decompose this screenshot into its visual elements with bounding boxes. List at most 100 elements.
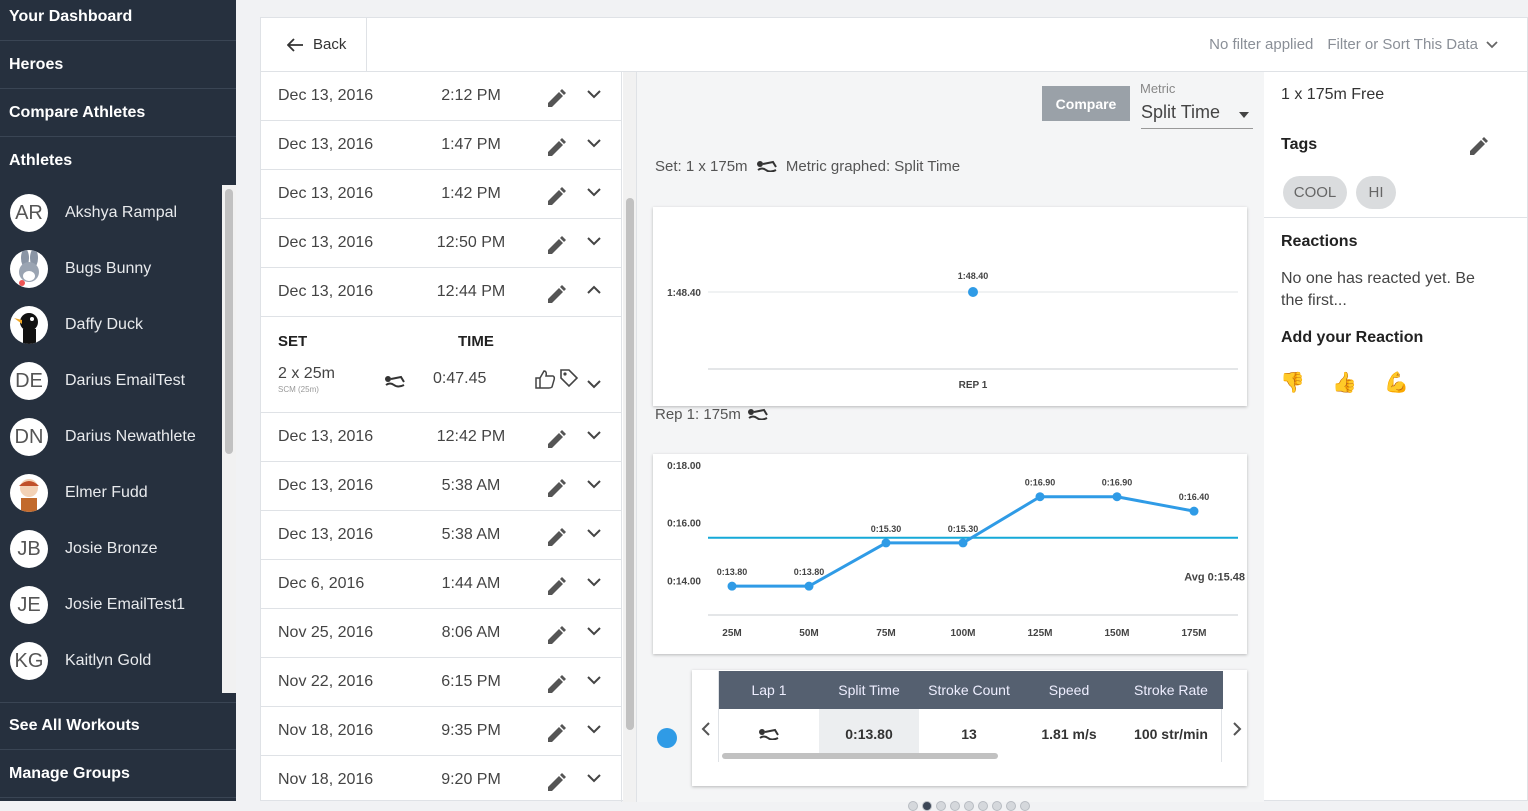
chevron-down-icon[interactable] xyxy=(587,626,601,636)
rep-caption: Rep 1: 175m xyxy=(655,406,769,423)
workout-row[interactable]: Dec 13, 2016 12:42 PM xyxy=(261,413,621,462)
pencil-icon[interactable] xyxy=(545,86,567,108)
metric-select[interactable]: Split Time xyxy=(1141,102,1253,129)
pager-dot[interactable] xyxy=(1020,801,1030,811)
set-row[interactable]: 2 x 25m SCM (25m) 0:47.45 xyxy=(261,357,621,413)
athlete-josie-bronze[interactable]: JB Josie Bronze xyxy=(0,521,222,577)
lap-table-header: Stroke Count xyxy=(919,671,1019,709)
athlete-name: Akshya Rampal xyxy=(65,204,178,221)
chevron-right-icon[interactable] xyxy=(1231,721,1243,737)
nav-heroes[interactable]: Heroes xyxy=(0,41,236,89)
chevron-left-icon[interactable] xyxy=(700,721,712,737)
workout-row[interactable]: Dec 13, 2016 1:42 PM xyxy=(261,170,621,219)
workout-row[interactable]: Nov 25, 2016 8:06 AM xyxy=(261,609,621,658)
arrow-left-icon xyxy=(287,37,303,52)
athlete-elmer-fudd[interactable]: Elmer Fudd xyxy=(0,465,222,521)
chevron-down-icon[interactable] xyxy=(587,528,601,538)
tag-chip[interactable]: HI xyxy=(1356,176,1396,209)
pencil-icon[interactable] xyxy=(545,770,567,792)
chevron-down-icon[interactable] xyxy=(587,379,601,389)
sidebar-scrollbar[interactable] xyxy=(222,185,236,693)
chevron-down-icon[interactable] xyxy=(587,187,601,197)
pencil-icon[interactable] xyxy=(545,672,567,694)
x-tick-label: 25M xyxy=(722,628,741,639)
data-point xyxy=(1112,492,1122,502)
caret-down-icon xyxy=(1239,112,1249,118)
freestyle-swimmer-icon xyxy=(719,709,819,759)
pencil-icon[interactable] xyxy=(545,721,567,743)
workout-time: 5:38 AM xyxy=(441,526,501,543)
workout-row[interactable]: Nov 22, 2016 6:15 PM xyxy=(261,658,621,707)
filter-sort-control[interactable]: No filter applied Filter or Sort This Da… xyxy=(1209,18,1528,71)
pager-dot[interactable] xyxy=(936,801,946,811)
pencil-icon[interactable] xyxy=(545,623,567,645)
sidebar-scroll-thumb[interactable] xyxy=(225,189,233,454)
workout-row[interactable]: Dec 13, 2016 5:38 AM xyxy=(261,511,621,560)
tag-chip[interactable]: COOL xyxy=(1283,176,1347,209)
chevron-up-icon[interactable] xyxy=(587,285,601,295)
chevron-down-icon[interactable] xyxy=(587,724,601,734)
compare-button[interactable]: Compare xyxy=(1042,86,1130,121)
nav-see-all-workouts[interactable]: See All Workouts xyxy=(0,702,236,750)
pager-dot[interactable] xyxy=(964,801,974,811)
chevron-down-icon[interactable] xyxy=(587,773,601,783)
lap-table-scrollbar[interactable] xyxy=(722,753,998,759)
workout-row[interactable]: Dec 6, 2016 1:44 AM xyxy=(261,560,621,609)
pencil-icon[interactable] xyxy=(545,233,567,255)
athlete-name: Elmer Fudd xyxy=(65,484,148,501)
athlete-darius-newathlete[interactable]: DN Darius Newathlete xyxy=(0,409,222,465)
lap-table-header: Split Time xyxy=(819,671,919,709)
pager-dot[interactable] xyxy=(950,801,960,811)
athlete-bugs-bunny[interactable]: Bugs Bunny xyxy=(0,241,222,297)
athlete-akshya-rampal[interactable]: AR Akshya Rampal xyxy=(0,185,222,241)
chevron-down-icon[interactable] xyxy=(587,675,601,685)
nav-athletes[interactable]: Athletes xyxy=(9,152,73,169)
athlete-daffy-duck[interactable]: Daffy Duck xyxy=(0,297,222,353)
back-button[interactable]: Back xyxy=(261,18,367,71)
chevron-down-icon[interactable] xyxy=(587,577,601,587)
tag-icon[interactable] xyxy=(559,368,579,388)
workout-row[interactable]: Dec 13, 2016 2:12 PM xyxy=(261,72,621,121)
pager-dot[interactable] xyxy=(908,801,918,811)
workout-row[interactable]: Nov 18, 2016 9:35 PM xyxy=(261,707,621,756)
chevron-down-icon[interactable] xyxy=(587,236,601,246)
pencil-icon[interactable] xyxy=(545,476,567,498)
workout-row[interactable]: Dec 13, 2016 1:47 PM xyxy=(261,121,621,170)
athlete-darius-emailtest[interactable]: DE Darius EmailTest xyxy=(0,353,222,409)
pencil-icon[interactable] xyxy=(545,427,567,449)
athlete-name: Kaitlyn Gold xyxy=(65,652,152,669)
workout-list-scrollbar[interactable] xyxy=(623,72,637,802)
pager-dot[interactable] xyxy=(1006,801,1016,811)
pencil-icon[interactable] xyxy=(1467,134,1489,156)
chevron-down-icon[interactable] xyxy=(587,430,601,440)
workout-row-expanded[interactable]: Dec 13, 2016 12:44 PM xyxy=(261,268,621,317)
metric-label: Metric xyxy=(1140,81,1176,96)
data-point xyxy=(968,287,978,297)
flexed-biceps-icon[interactable]: 💪 xyxy=(1384,372,1409,394)
pager-dot[interactable] xyxy=(992,801,1002,811)
nav-manage-groups[interactable]: Manage Groups xyxy=(0,750,236,798)
pager-dot[interactable] xyxy=(922,801,932,811)
thumbs-up-outline-icon[interactable] xyxy=(534,368,556,390)
thumbs-down-icon[interactable]: 👎 xyxy=(1280,372,1305,394)
pencil-icon[interactable] xyxy=(545,525,567,547)
workout-date: Dec 13, 2016 xyxy=(278,87,374,104)
chevron-down-icon[interactable] xyxy=(587,138,601,148)
workout-list-scroll-thumb[interactable] xyxy=(626,198,634,730)
pencil-icon[interactable] xyxy=(545,574,567,596)
chevron-down-icon[interactable] xyxy=(587,89,601,99)
pencil-icon[interactable] xyxy=(545,184,567,206)
workout-row[interactable]: Dec 13, 2016 5:38 AM xyxy=(261,462,621,511)
nav-compare-athletes[interactable]: Compare Athletes xyxy=(0,89,236,137)
athlete-josie-emailtest1[interactable]: JE Josie EmailTest1 xyxy=(0,577,222,633)
pencil-icon[interactable] xyxy=(545,282,567,304)
pencil-icon[interactable] xyxy=(545,135,567,157)
pager-dot[interactable] xyxy=(978,801,988,811)
workout-time: 1:42 PM xyxy=(441,185,501,202)
thumbs-up-icon[interactable]: 👍 xyxy=(1332,372,1357,394)
workout-row[interactable]: Dec 13, 2016 12:50 PM xyxy=(261,219,621,268)
nav-your-dashboard[interactable]: Your Dashboard xyxy=(0,0,236,41)
workout-row[interactable]: Nov 18, 2016 9:20 PM xyxy=(261,756,621,802)
chevron-down-icon[interactable] xyxy=(587,479,601,489)
athlete-kaitlyn-gold[interactable]: KG Kaitlyn Gold xyxy=(0,633,222,689)
